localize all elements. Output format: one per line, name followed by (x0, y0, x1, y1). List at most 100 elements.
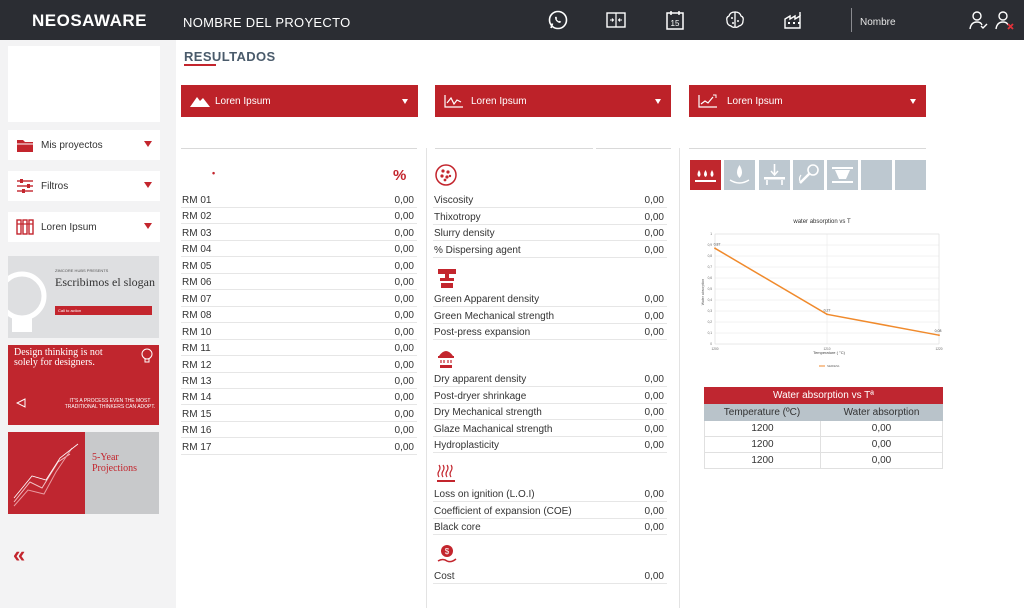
user-check-icon[interactable] (968, 9, 990, 31)
property-row: Glaze Machanical strength 0,00 (433, 421, 667, 437)
sidebar-item-loren-ipsum[interactable]: Loren Ipsum (8, 212, 160, 242)
chart-x-label: Temperature ( °C) (813, 350, 845, 355)
app-logo[interactable]: NEOSAWARE (32, 11, 148, 30)
row-value: 0,00 (394, 227, 414, 239)
row-value: 0,00 (394, 408, 414, 420)
absorption-cell: 0,00 (821, 421, 942, 437)
y-tick-label: 0,1 (708, 331, 713, 335)
whatsapp-icon[interactable] (547, 9, 569, 31)
row-label: Glaze Machanical strength (434, 423, 553, 435)
property-row: Loss on ignition (L.O.I) 0,00 (433, 486, 667, 502)
temperature-cell: 1200 (705, 453, 821, 469)
user-remove-icon[interactable] (994, 9, 1016, 31)
dropdown-properties[interactable]: Loren Ipsum (689, 85, 926, 117)
property-row: Green Apparent density 0,00 (433, 291, 667, 307)
row-value: 0,00 (644, 423, 664, 435)
row-label: RM 03 (182, 227, 212, 239)
row-value: 0,00 (394, 260, 414, 272)
raw-material-row: RM 07 0,00 (181, 291, 417, 307)
promo-card-projections[interactable]: 5-Year Projections (8, 432, 159, 514)
flexion-icon (764, 164, 785, 185)
row-value: 0,00 (394, 326, 414, 338)
property-row: Cost 0,00 (433, 568, 667, 584)
property-row: Thixotropy 0,00 (433, 209, 667, 225)
row-value: 0,00 (644, 407, 664, 418)
column-divider (181, 148, 417, 149)
lightbulb-icon (8, 271, 47, 332)
sidebar-item-filtros[interactable]: Filtros (8, 171, 160, 201)
property-row: Dry Mechanical strength 0,00 (433, 404, 667, 420)
dropdown-label: Loren Ipsum (727, 96, 783, 107)
row-label: Slurry density (434, 228, 495, 239)
row-value: 0,00 (394, 293, 414, 305)
property-row: % Dispersing agent 0,00 (433, 242, 667, 258)
property-row: Post-press expansion 0,00 (433, 324, 667, 340)
collapse-sidebar-button[interactable]: « (13, 542, 26, 567)
tab-water-absorption[interactable] (690, 160, 721, 190)
row-label: % Dispersing agent (434, 244, 521, 256)
card-cta[interactable]: Call to action (55, 306, 152, 315)
mountain-icon (190, 97, 210, 107)
user-name[interactable]: Nombre (860, 17, 896, 28)
brain-icon[interactable] (724, 9, 746, 31)
raw-material-row: RM 11 0,00 (181, 340, 417, 357)
raw-material-row: RM 02 0,00 (181, 208, 417, 225)
results-panel: RESULTADOS Loren Ipsum Loren Ipsum Loren (176, 40, 1024, 608)
title-underline (184, 64, 216, 66)
tab-water-drop[interactable] (724, 160, 755, 190)
chevron-down-icon (655, 99, 661, 104)
property-row: Dry apparent density 0,00 (433, 371, 667, 387)
chevron-down-icon (910, 99, 916, 104)
property-row: Viscosity 0,00 (433, 192, 667, 208)
dropdown-materials[interactable]: Loren Ipsum (181, 85, 418, 117)
temperature-cell: 1200 (705, 437, 821, 453)
row-value: 0,00 (644, 327, 664, 338)
percent-header: % (393, 167, 407, 184)
trend-chart-icon (698, 94, 717, 108)
column-marker: • (212, 168, 216, 178)
raw-material-row: RM 16 0,00 (181, 422, 417, 439)
row-label: RM 01 (182, 195, 212, 206)
factory-icon[interactable] (783, 9, 805, 31)
row-value: 0,00 (394, 277, 414, 289)
row-value: 0,00 (644, 195, 664, 206)
calendar-icon[interactable]: 15 (664, 9, 686, 31)
row-value: 0,00 (644, 228, 664, 239)
promo-card-slogan[interactable]: ZIMCORE HUBS PRESENTS Escribimos el slog… (8, 256, 159, 338)
raw-material-row: RM 13 0,00 (181, 373, 417, 389)
folder-icon (17, 140, 33, 152)
y-tick-label: 0,9 (708, 243, 713, 247)
dropdown-label: Loren Ipsum (471, 96, 527, 107)
row-value: 0,00 (644, 211, 664, 223)
row-value: 0,00 (644, 310, 664, 322)
kiln-heat-icon (437, 464, 455, 482)
tab-empty[interactable] (895, 160, 926, 190)
y-tick-label: 0,2 (708, 320, 713, 324)
row-value: 0,00 (394, 359, 414, 371)
row-label: Viscosity (434, 195, 474, 206)
y-tick-label: 0,6 (708, 276, 713, 280)
sidebar: Mis proyectos Filtros Loren Ipsum (0, 40, 176, 608)
tab-tool[interactable] (793, 160, 824, 190)
row-value: 0,00 (394, 392, 414, 404)
row-label: RM 16 (182, 425, 212, 437)
dropdown-processes[interactable]: Loren Ipsum (435, 85, 671, 117)
water-absorption-table: 1200 0,00 1200 0,00 1200 0,00 (704, 421, 943, 469)
chart-legend: SERIES1 (827, 364, 840, 368)
chevron-down-icon (402, 99, 408, 104)
x-tick-label: 1200 (711, 347, 718, 351)
chart-title: water absorption vs T (792, 219, 851, 225)
sidebar-item-mis-proyectos[interactable]: Mis proyectos (8, 130, 160, 160)
line-chart-icon (444, 95, 463, 108)
tab-flexion[interactable] (759, 160, 790, 190)
promo-card-design-thinking[interactable]: Design thinking is not solely for design… (8, 345, 159, 425)
raw-material-row: RM 01 0,00 (181, 192, 417, 208)
lightbulb-icon (141, 348, 153, 363)
expand-icon[interactable] (605, 9, 627, 31)
row-value: 0,00 (644, 522, 664, 533)
tab-shrink[interactable] (827, 160, 858, 190)
tab-empty[interactable] (861, 160, 892, 190)
row-value: 0,00 (644, 294, 664, 305)
raw-material-row: RM 17 0,00 (181, 439, 417, 455)
row-label: Hydroplasticity (434, 440, 500, 451)
